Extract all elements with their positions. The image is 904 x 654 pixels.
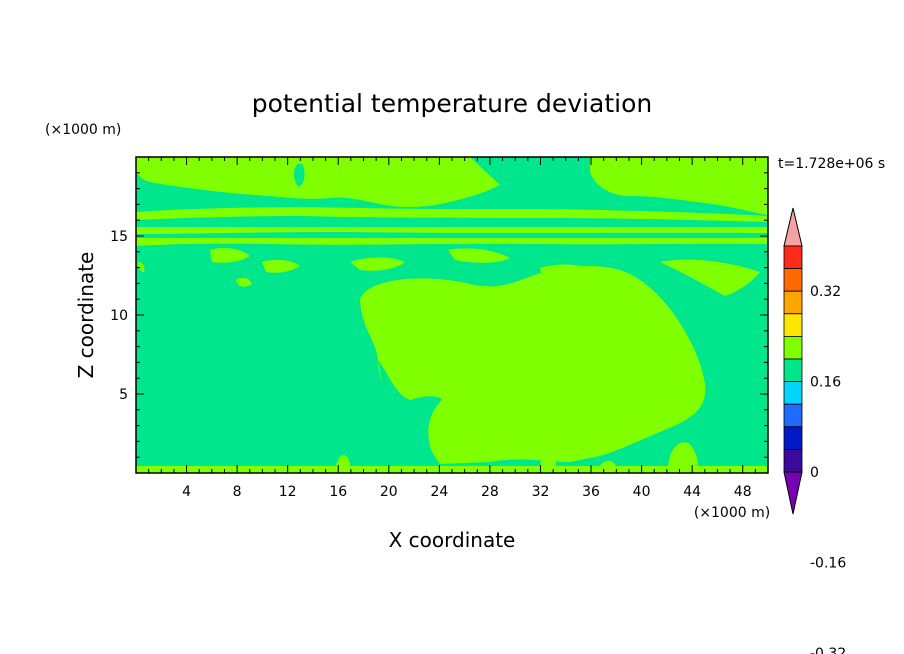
y-axis-title: Z coordinate [74, 252, 98, 379]
x-tick-label: 36 [582, 484, 600, 500]
x-tick-label: 32 [532, 484, 550, 500]
contour-plot-area [135, 156, 769, 474]
x-unit-label: (×1000 m) [694, 505, 770, 521]
colorbar-level [783, 335, 803, 360]
colorbar-tick-label: 0.32 [810, 284, 841, 300]
warm-blob-6 [660, 259, 760, 296]
warm-blob-4 [448, 248, 510, 263]
x-tick-label: 4 [182, 484, 191, 500]
x-axis-title: X coordinate [389, 528, 516, 552]
warm-blob-2 [262, 259, 300, 273]
colorbar-level [783, 290, 803, 315]
x-tick-label: 20 [380, 484, 398, 500]
colorbar: 0.32 0.16 0 -0.16 -0.32 [783, 207, 846, 654]
band-warm-2 [136, 227, 768, 234]
warm-blob-5 [540, 264, 598, 279]
colorbar-tick-label: 0.16 [810, 375, 841, 391]
band-cool-2 [136, 234, 768, 238]
colorbar-level [783, 313, 803, 337]
warm-blob-8 [236, 277, 252, 287]
x-axis: 4 8 12 16 20 24 28 32 36 40 44 48 [148, 157, 756, 500]
colorbar-level [783, 403, 803, 428]
warm-anomaly-region [360, 266, 706, 464]
warm-blob-7 [138, 262, 145, 272]
colorbar-upper-extend [783, 207, 803, 247]
y-tick-label: 10 [110, 308, 128, 324]
surface-blob-4 [600, 460, 616, 466]
x-tick-label: 16 [329, 484, 347, 500]
time-label: t=1.728e+06 s [778, 156, 885, 172]
colorbar-tick-label: -0.32 [810, 646, 846, 654]
x-tick-label: 48 [734, 484, 752, 500]
small-cool-patch [294, 163, 305, 187]
y-tick-label: 5 [119, 387, 128, 403]
y-tick-label: 15 [110, 229, 128, 245]
surface-blob-1 [336, 455, 350, 466]
surface-blob-2 [540, 451, 556, 466]
colorbar-lower-extend [783, 471, 803, 515]
x-tick-label: 8 [233, 484, 242, 500]
warm-blob-3 [350, 257, 405, 271]
colorbar-level [783, 268, 803, 292]
colorbar-level [783, 426, 803, 450]
y-unit-label: (×1000 m) [45, 122, 121, 138]
y-axis: 5 10 15 [110, 172, 768, 458]
colorbar-tick-label: -0.16 [810, 555, 846, 571]
colorbar-level [783, 358, 803, 383]
surface-blob-3 [668, 442, 698, 466]
upper-right-warm-region [590, 157, 768, 215]
upper-left-warm-region [136, 157, 500, 207]
warm-blob-1 [210, 248, 250, 263]
band-cool-1 [136, 222, 768, 227]
x-tick-label: 44 [683, 484, 701, 500]
colorbar-level [783, 245, 803, 270]
cool-tongue-region [378, 360, 442, 457]
colorbar-tick-label: 0 [810, 465, 819, 481]
colorbar-level [783, 448, 803, 473]
band-warm-1 [136, 207, 768, 222]
x-tick-label: 28 [481, 484, 499, 500]
x-tick-label: 24 [430, 484, 448, 500]
chart-title: potential temperature deviation [252, 89, 652, 118]
x-tick-label: 12 [279, 484, 297, 500]
x-tick-label: 40 [633, 484, 651, 500]
band-warm-3 [136, 238, 768, 246]
colorbar-level [783, 381, 803, 405]
